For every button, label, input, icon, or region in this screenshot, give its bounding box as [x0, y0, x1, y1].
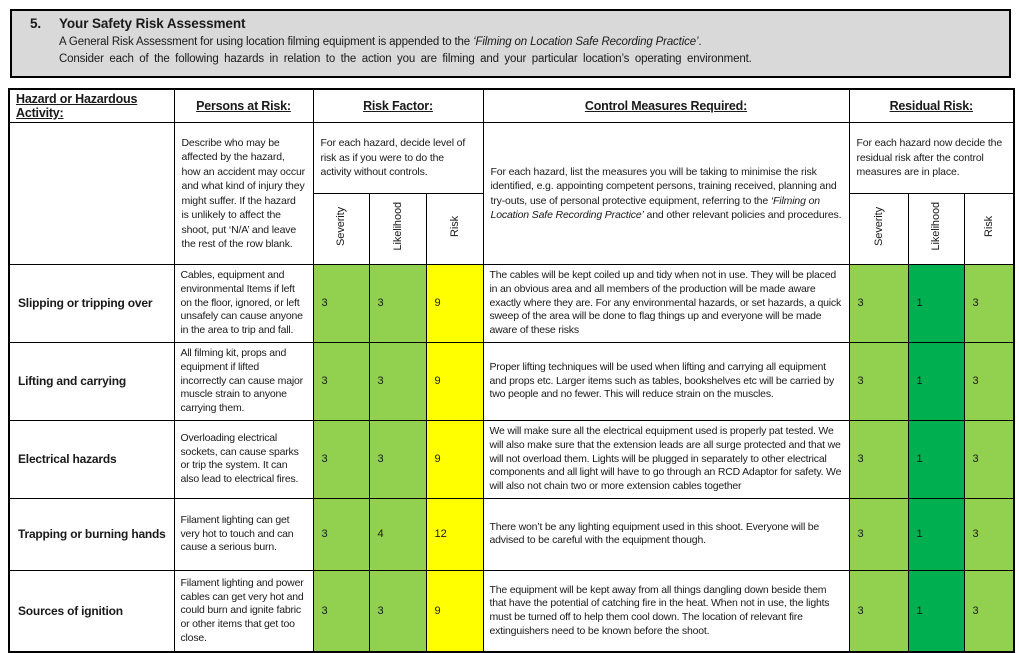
risk-value: 9 — [425, 419, 484, 499]
residual-likelihood-value: 1 — [907, 497, 965, 571]
risk-sub-header: Risk — [425, 193, 484, 265]
residual-risk-value: 3 — [963, 264, 1015, 343]
severity-value: 3 — [312, 497, 370, 571]
residual-likelihood-value: 1 — [907, 341, 965, 421]
column-titles-row: Hazard or Hazardous Activity: Persons at… — [8, 88, 1015, 123]
control-measures-column-title: Control Measures Required: — [482, 88, 850, 123]
hazard-name: Sources of ignition — [8, 569, 175, 653]
control-description-text: For each hazard, list the measures you w… — [490, 165, 837, 207]
hazard-column-title: Hazard or Hazardous Activity: — [8, 88, 175, 123]
intro-line-1-italic: ‘Filming on Location Safe Recording Prac… — [473, 36, 699, 48]
hazard-row-slipping: Slipping or tripping over Cables, equipm… — [8, 264, 1015, 343]
intro-line-1-period: . — [698, 36, 702, 48]
residual-likelihood-value: 1 — [907, 569, 965, 653]
control-description-italic: ‘Filming on Location Safe Recording Prac… — [490, 194, 821, 222]
severity-value: 3 — [312, 341, 370, 421]
severity-value: 3 — [312, 264, 370, 343]
persons-at-risk-cell: Cables, equipment and environmental Item… — [173, 264, 314, 343]
residual-severity-value: 3 — [848, 264, 909, 343]
intro-line-1: A General Risk Assessment for using loca… — [30, 36, 999, 48]
residual-severity-value: 3 — [848, 497, 909, 571]
hazard-name: Trapping or burning hands — [8, 497, 175, 571]
intro-line-2: Consider each of the following hazards i… — [59, 53, 752, 65]
persons-at-risk-cell: Overloading electrical sockets, can caus… — [173, 419, 314, 499]
risk-value: 9 — [425, 569, 484, 653]
persons-at-risk-cell: Filament lighting can get very hot to to… — [173, 497, 314, 571]
risk-value: 12 — [425, 497, 484, 571]
persons-description: Describe who may be affected by the haza… — [173, 122, 314, 265]
hazard-empty-cell — [8, 122, 175, 265]
residual-risk-value: 3 — [963, 569, 1015, 653]
residual-severity-value: 3 — [848, 419, 909, 499]
residual-risk-value: 3 — [963, 497, 1015, 571]
control-measures-cell: The equipment will be kept away from all… — [482, 569, 850, 653]
section-title: Your Safety Risk Assessment — [59, 16, 246, 31]
risk-factor-column-title: Risk Factor: — [312, 88, 484, 123]
control-measures-cell: Proper lifting techniques will be used w… — [482, 341, 850, 421]
control-measures-cell: The cables will be kept coiled up and ti… — [482, 264, 850, 343]
hazard-name: Lifting and carrying — [8, 341, 175, 421]
persons-at-risk-cell: Filament lighting and power cables can g… — [173, 569, 314, 653]
residual-risk-column-title: Residual Risk: — [848, 88, 1015, 123]
severity-value: 3 — [312, 569, 370, 653]
likelihood-value: 3 — [368, 264, 427, 343]
persons-at-risk-cell: All filming kit, props and equipment if … — [173, 341, 314, 421]
risk-value: 9 — [425, 341, 484, 421]
residual-risk-value: 3 — [963, 419, 1015, 499]
residual-likelihood-value: 1 — [907, 264, 965, 343]
risk-assessment-table: Hazard or Hazardous Activity: Persons at… — [8, 88, 1016, 653]
intro-line-1-text: A General Risk Assessment for using loca… — [59, 36, 474, 48]
likelihood-sub-header: Likelihood — [368, 193, 427, 265]
control-measures-description: For each hazard, list the measures you w… — [482, 122, 850, 265]
risk-factor-description: For each hazard, decide level of risk as… — [312, 122, 484, 194]
hazard-row-electrical: Electrical hazards Overloading electrica… — [8, 419, 1015, 499]
residual-likelihood-value: 1 — [907, 419, 965, 499]
sub-header-row: Severity Likelihood Risk Severity Likeli… — [9, 193, 1015, 265]
residual-likelihood-sub-header: Likelihood — [907, 193, 965, 265]
risk-value: 9 — [425, 264, 484, 343]
control-measures-cell: We will make sure all the electrical equ… — [482, 419, 850, 499]
likelihood-value: 3 — [368, 419, 427, 499]
severity-value: 3 — [312, 419, 370, 499]
likelihood-value: 3 — [368, 341, 427, 421]
hazard-row-lifting: Lifting and carrying All filming kit, pr… — [8, 341, 1015, 421]
section-header: 5. Your Safety Risk Assessment A General … — [10, 9, 1011, 78]
likelihood-value: 4 — [368, 497, 427, 571]
section-title-row: 5. Your Safety Risk Assessment — [30, 16, 999, 31]
hazard-name: Slipping or tripping over — [8, 264, 175, 343]
residual-risk-sub-header: Risk — [963, 193, 1015, 265]
hazard-name: Electrical hazards — [8, 419, 175, 499]
residual-risk-description: For each hazard now decide the residual … — [848, 122, 1015, 194]
severity-sub-header: Severity — [312, 193, 370, 265]
description-row: Describe who may be affected by the haza… — [8, 122, 1015, 265]
residual-severity-value: 3 — [848, 569, 909, 653]
persons-column-title: Persons at Risk: — [173, 88, 314, 123]
section-number: 5. — [30, 16, 42, 31]
hazard-row-ignition: Sources of ignition Filament lighting an… — [8, 569, 1015, 653]
likelihood-value: 3 — [368, 569, 427, 653]
hazard-row-trapping: Trapping or burning hands Filament light… — [8, 497, 1015, 571]
residual-risk-value: 3 — [963, 341, 1015, 421]
residual-severity-value: 3 — [848, 341, 909, 421]
control-measures-cell: There won’t be any lighting equipment us… — [482, 497, 850, 571]
residual-severity-sub-header: Severity — [848, 193, 909, 265]
control-description-tail: and other relevant policies and procedur… — [643, 209, 842, 221]
